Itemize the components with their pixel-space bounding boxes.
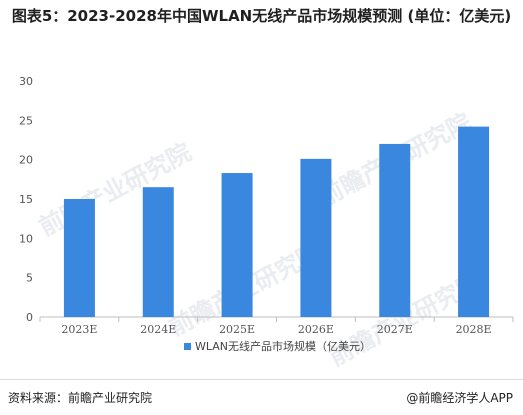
x-tick-label: 2024E	[140, 323, 176, 336]
bar	[379, 143, 411, 317]
legend-swatch	[184, 343, 191, 350]
brand-credit: @前瞻经济学人APP	[406, 391, 513, 405]
x-tick-label: 2025E	[219, 323, 255, 336]
y-tick-label: 15	[19, 193, 33, 206]
bar	[142, 187, 174, 317]
y-tick-label: 0	[26, 311, 33, 324]
y-tick-label: 10	[19, 232, 33, 245]
bar	[300, 158, 332, 317]
legend-label: WLAN无线产品市场规模（亿美元）	[195, 339, 371, 353]
bar	[458, 126, 490, 317]
bar-chart: 0 5 10 15 20 25 30 2023E 2024E 2025E 2026E 2027E 202…	[19, 75, 514, 353]
source-note: 资料来源：前瞻产业研究院	[8, 391, 153, 405]
x-tick-label: 2023E	[61, 323, 97, 336]
x-tick-label: 2028E	[456, 323, 492, 336]
x-tick-label: 2027E	[377, 323, 413, 336]
y-tick-label: 25	[19, 114, 33, 127]
y-tick-label: 20	[19, 154, 33, 167]
y-tick-label: 30	[19, 75, 33, 88]
bar	[63, 199, 95, 317]
bar	[221, 173, 253, 317]
x-tick-label: 2026E	[298, 323, 334, 336]
footer-divider	[0, 379, 523, 380]
y-tick-label: 5	[26, 272, 33, 285]
chart-title: 图表5：2023-2028年中国WLAN无线产品市场规模预测 (单位：亿美元)	[11, 7, 512, 25]
